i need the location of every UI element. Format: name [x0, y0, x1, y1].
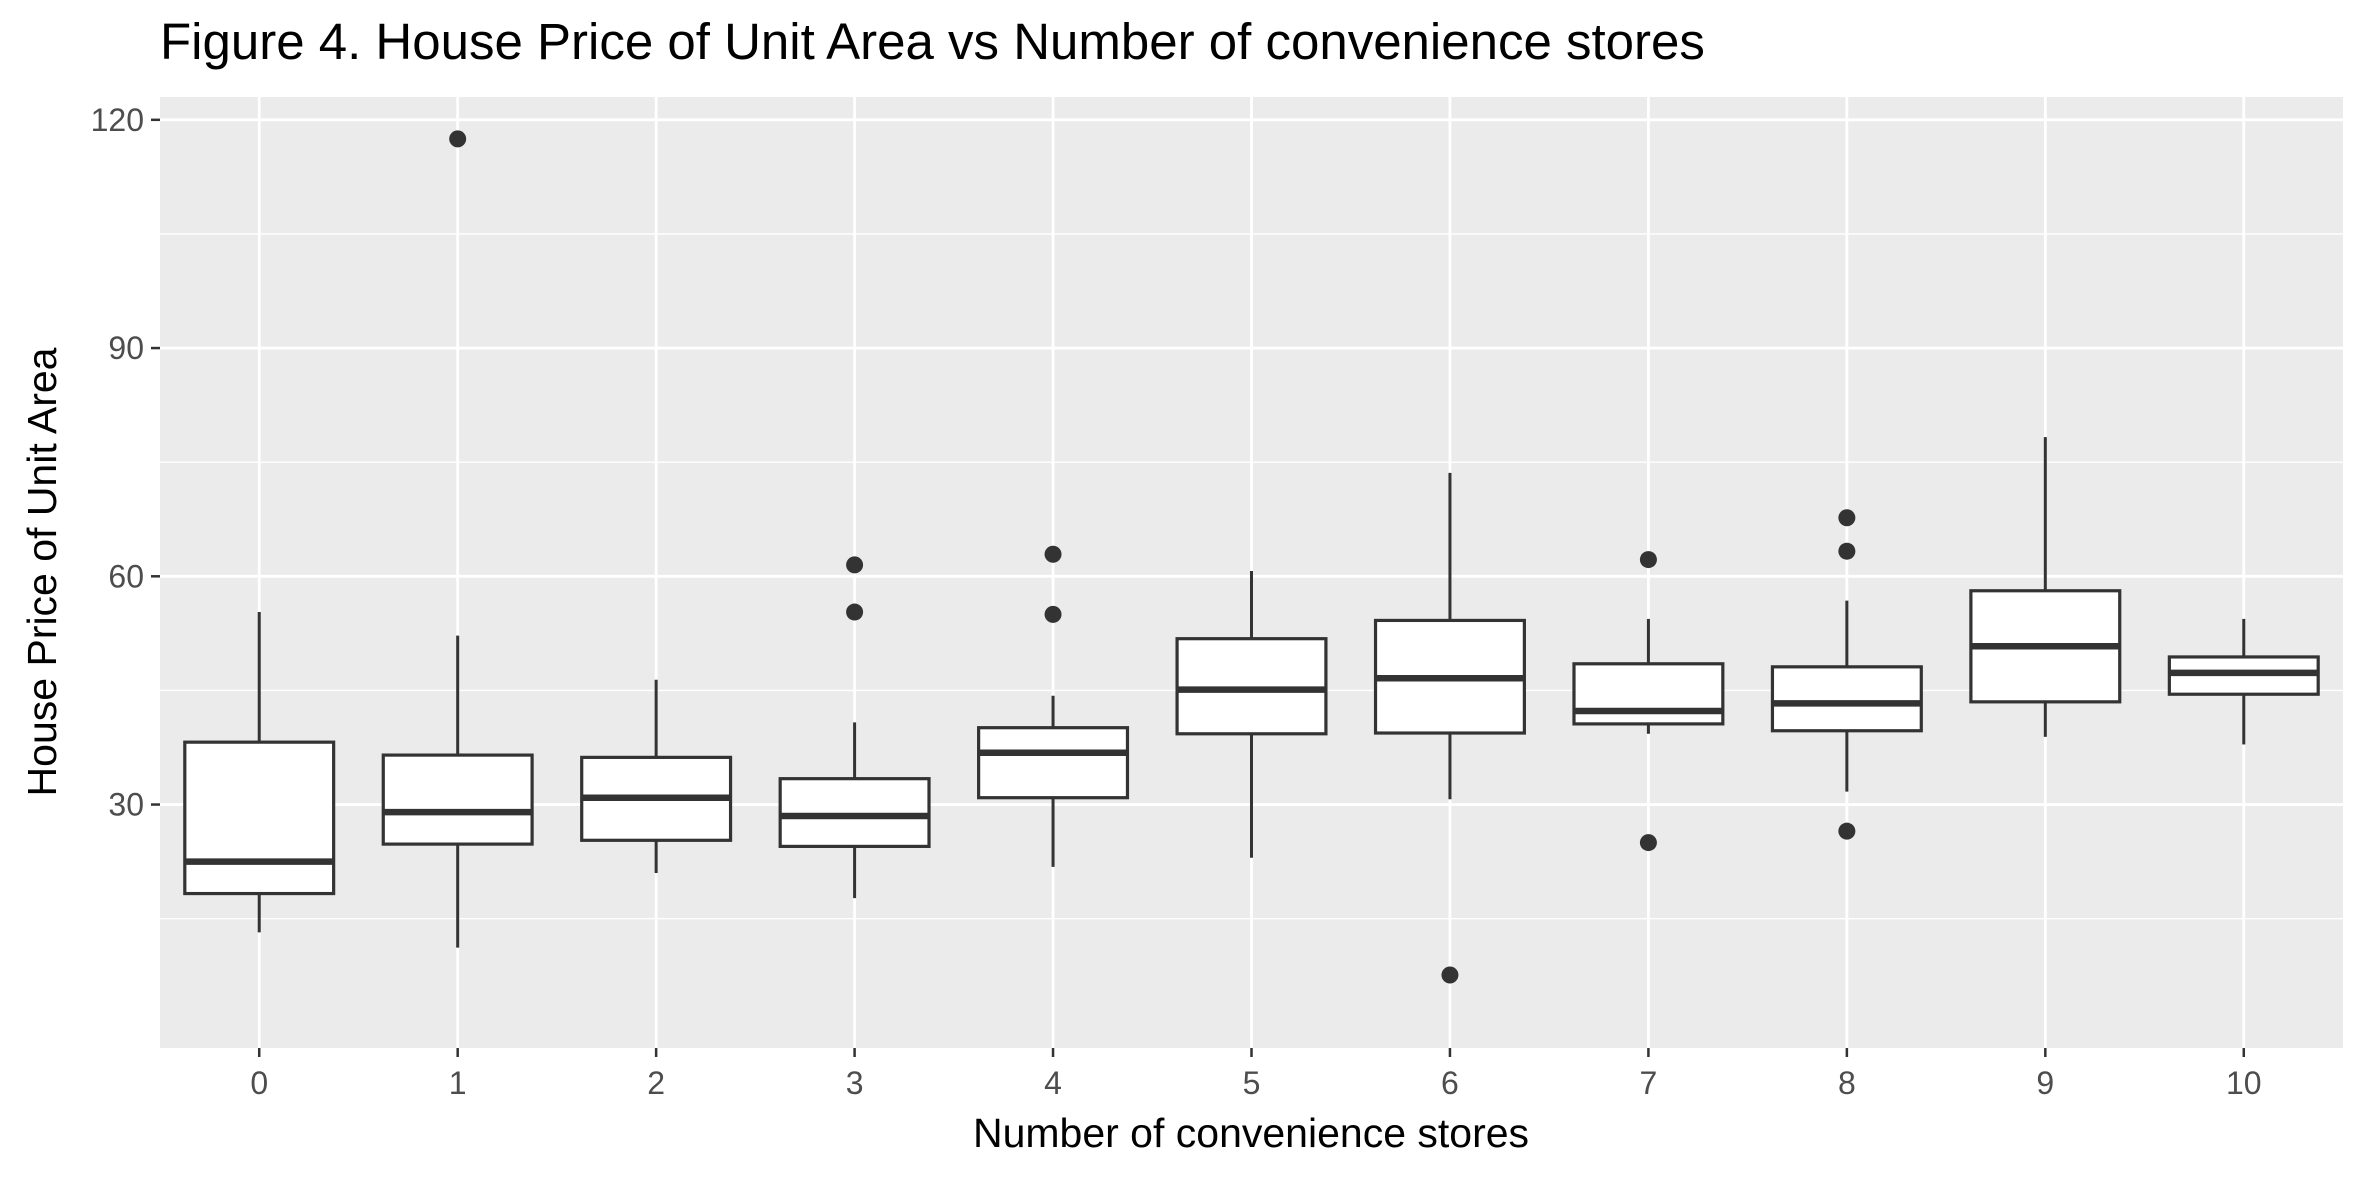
outlier-point: [1838, 509, 1856, 527]
outlier-point: [1639, 551, 1657, 569]
box-iqr: [977, 726, 1130, 800]
outlier-point: [846, 556, 864, 574]
outlier-point: [1044, 605, 1062, 623]
x-tick-label: 4: [1044, 1065, 1062, 1101]
y-tick-label: 30: [108, 787, 144, 823]
x-tick-label: 6: [1441, 1065, 1459, 1101]
outlier-point: [449, 130, 467, 148]
x-tick-label: 8: [1838, 1065, 1856, 1101]
outlier-point: [1838, 822, 1856, 840]
outlier-point: [846, 603, 864, 621]
box-group: [778, 556, 931, 899]
chart-title: Figure 4. House Price of Unit Area vs Nu…: [160, 13, 1705, 70]
box-group: [1373, 472, 1526, 984]
outlier-point: [1838, 542, 1856, 560]
box-group: [977, 545, 1130, 867]
box-series: [183, 130, 2320, 984]
x-tick-label: 7: [1640, 1065, 1658, 1101]
box-iqr: [1770, 665, 1923, 733]
box-group: [580, 679, 733, 874]
x-tick-label: 0: [250, 1065, 268, 1101]
box-iqr: [1572, 662, 1725, 726]
box-group: [183, 612, 336, 933]
x-tick-label: 3: [846, 1065, 864, 1101]
box-iqr: [778, 777, 931, 848]
x-tick-label: 10: [2226, 1065, 2262, 1101]
box-group: [381, 130, 534, 948]
x-axis-title: Number of convenience stores: [973, 1110, 1529, 1156]
outlier-point: [1044, 545, 1062, 563]
box-group: [1770, 509, 1923, 840]
box-group: [1572, 551, 1725, 852]
y-tick-label: 120: [91, 102, 144, 138]
box-group: [2167, 618, 2320, 745]
x-tick-label: 5: [1243, 1065, 1261, 1101]
y-axis-title: House Price of Unit Area: [19, 347, 65, 796]
outlier-point: [1639, 834, 1657, 852]
box-group: [1969, 437, 2122, 737]
outlier-point: [1441, 966, 1459, 984]
box-iqr: [1175, 637, 1328, 736]
x-tick-label: 1: [449, 1065, 467, 1101]
y-axis: 30 60 90 120: [91, 102, 160, 823]
y-tick-label: 60: [108, 558, 144, 594]
y-tick-label: 90: [108, 330, 144, 366]
x-tick-label: 2: [647, 1065, 665, 1101]
box-iqr: [381, 753, 534, 846]
box-iqr: [183, 740, 336, 896]
x-axis: 0 1 2 3 4 5 6 7 8 9 10: [250, 1048, 2262, 1101]
box-group: [1175, 570, 1328, 858]
x-tick-label: 9: [2036, 1065, 2054, 1101]
